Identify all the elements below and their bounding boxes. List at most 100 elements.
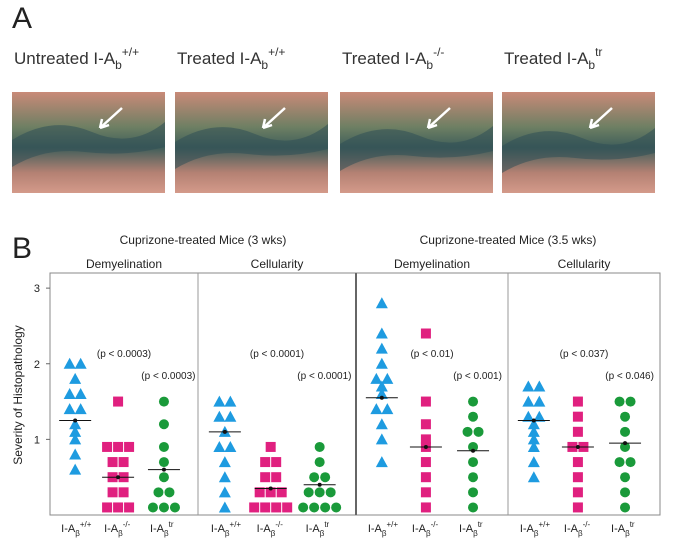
data-point <box>63 403 76 415</box>
data-point <box>533 395 546 407</box>
data-point <box>420 457 431 468</box>
data-point <box>102 502 113 513</box>
label-sub: β <box>473 529 478 538</box>
data-point <box>303 487 314 498</box>
label-main: Untreated I-A <box>14 49 116 68</box>
label-sup: tr <box>169 520 174 529</box>
data-point <box>249 502 260 513</box>
label-sub: b <box>261 58 268 72</box>
tissue-band <box>340 126 493 171</box>
label-sup: +/+ <box>122 45 139 59</box>
data-point <box>572 426 583 437</box>
x-tick-label: I-Aβ+/+ <box>61 520 92 538</box>
label-main: Treated I-A <box>177 49 262 68</box>
data-point <box>309 472 320 483</box>
label-main: I-A <box>368 523 383 535</box>
data-point <box>118 487 129 498</box>
data-point <box>282 502 293 513</box>
data-point <box>118 457 129 468</box>
data-point <box>113 441 124 452</box>
label-sup: tr <box>630 520 635 529</box>
label-main: I-A <box>412 523 427 535</box>
data-point <box>420 472 431 483</box>
data-point <box>375 388 388 399</box>
data-point <box>614 457 625 468</box>
data-point <box>69 463 82 475</box>
label-sub: β <box>271 529 276 538</box>
label-sup: tr <box>324 520 329 529</box>
mean-dot <box>423 444 428 449</box>
data-point <box>572 396 583 407</box>
data-point <box>620 411 631 422</box>
panel-title: Demyelination <box>394 257 470 271</box>
data-point <box>468 411 479 422</box>
p-value: (p < 0.0003) <box>97 349 151 360</box>
data-point <box>375 456 388 468</box>
data-point <box>375 297 388 309</box>
x-tick-label: I-Aβ-/- <box>257 520 284 538</box>
data-point <box>213 395 226 407</box>
arrow <box>588 107 613 130</box>
data-point <box>468 472 479 483</box>
y-tick-label: 3 <box>34 283 40 295</box>
mean-dot <box>73 418 78 423</box>
image-caption: Treated I-Ab+/+ <box>177 45 285 72</box>
data-point <box>260 457 271 468</box>
data-point <box>254 487 265 498</box>
mean-dot <box>268 486 273 491</box>
data-point <box>218 471 231 483</box>
data-point <box>271 502 282 513</box>
data-point <box>113 502 124 513</box>
data-point <box>158 441 169 452</box>
data-point <box>375 342 388 354</box>
mean-dot <box>116 475 121 480</box>
mean-dot <box>161 467 166 472</box>
data-point <box>276 487 287 498</box>
label-main: I-A <box>564 523 579 535</box>
data-point <box>213 440 226 452</box>
data-point <box>375 357 388 369</box>
x-tick-label: I-Aβ+/+ <box>520 520 551 538</box>
data-point <box>102 441 113 452</box>
data-point <box>69 418 82 430</box>
x-tick-label: I-Aβ-/- <box>564 520 591 538</box>
data-point <box>420 396 431 407</box>
group-header: Cuprizone-treated Mice (3 wks) <box>120 233 287 247</box>
data-point <box>153 487 164 498</box>
data-point <box>158 419 169 430</box>
mean-dot <box>379 395 384 400</box>
data-point <box>331 502 342 513</box>
data-point <box>522 410 535 422</box>
data-point <box>375 380 388 392</box>
arrow <box>426 107 451 130</box>
label-sub: β <box>426 529 431 538</box>
label-sup: +/+ <box>268 45 285 59</box>
data-point <box>370 372 383 384</box>
label-main: I-A <box>104 523 119 535</box>
data-point <box>74 403 87 415</box>
data-point <box>169 502 180 513</box>
x-tick-label: I-Aβtr <box>306 520 330 538</box>
panel-title: Cellularity <box>251 257 304 271</box>
mean-dot <box>222 429 227 434</box>
data-point <box>420 502 431 513</box>
data-point <box>69 448 82 460</box>
label-sup: +/+ <box>387 520 399 529</box>
label-sub: β <box>382 529 387 538</box>
data-point <box>572 457 583 468</box>
tissue-band <box>175 124 328 169</box>
x-tick-label: I-Aβtr <box>611 520 635 538</box>
data-point <box>113 396 124 407</box>
label-sub: β <box>578 529 583 538</box>
data-point <box>74 388 87 399</box>
p-value: (p < 0.0001) <box>250 349 304 360</box>
data-point <box>625 457 636 468</box>
data-point <box>320 502 331 513</box>
y-tick-label: 2 <box>34 359 40 371</box>
data-point <box>468 396 479 407</box>
data-point <box>620 426 631 437</box>
label-sup: +/+ <box>230 520 242 529</box>
label-main: I-A <box>306 523 321 535</box>
label-main: I-A <box>520 523 535 535</box>
group-header: Cuprizone-treated Mice (3.5 wks) <box>420 233 597 247</box>
